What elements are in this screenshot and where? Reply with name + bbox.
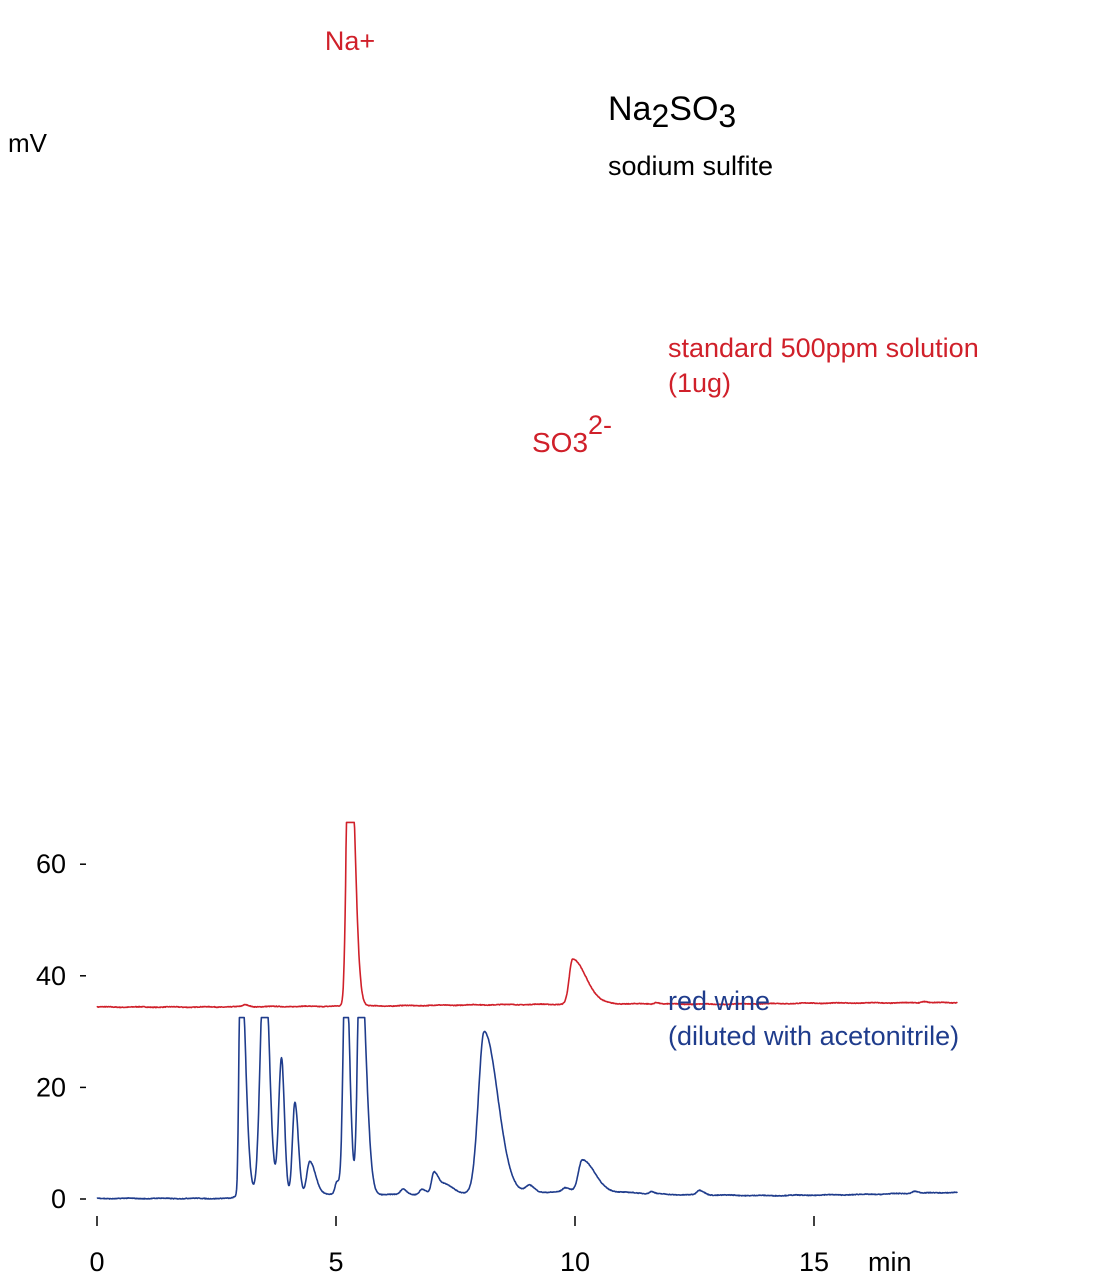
x-axis-label: min (868, 1247, 912, 1277)
y-tick-label: 0 (51, 1184, 66, 1214)
x-tick-label: 0 (89, 1247, 104, 1277)
y-tick-label: 40 (36, 961, 66, 991)
series-line-standard (96, 821, 958, 1009)
y-axis-label: mV (8, 128, 48, 158)
peak-label-so3: SO32- (532, 410, 612, 458)
x-tick-label: 5 (328, 1247, 343, 1277)
y-tick-label: 60 (36, 849, 66, 879)
series-layer (96, 821, 958, 1200)
chart-subtitle: sodium sulfite (608, 151, 773, 181)
series-line-red-wine (96, 1016, 958, 1200)
legend-standard-line2: (1ug) (668, 368, 731, 398)
legend-wine-line2: (diluted with acetonitrile) (668, 1021, 959, 1051)
x-tick-label: 15 (799, 1247, 829, 1277)
chart-title: Na2SO3 (608, 90, 736, 134)
peak-label-na: Na+ (325, 26, 375, 56)
x-tick-label: 10 (560, 1247, 590, 1277)
y-tick-label: 20 (36, 1072, 66, 1102)
legend-standard-line1: standard 500ppm solution (668, 333, 979, 363)
legend-wine-line1: red wine (668, 986, 770, 1016)
axes: 0 20 40 60 0 5 10 15 (36, 849, 829, 1277)
